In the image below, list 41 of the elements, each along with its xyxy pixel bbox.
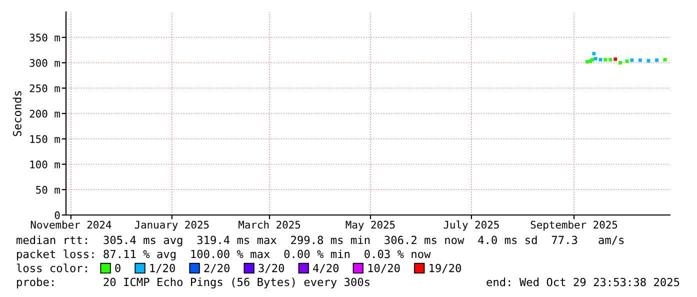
point: [630, 58, 634, 62]
legend-label: 1/20: [150, 264, 175, 274]
y-axis-title: Seconds: [12, 91, 22, 136]
point: [592, 52, 596, 56]
legend-label: 10/20: [368, 264, 400, 274]
text: end: Wed Oct 29 23:53:38 2025: [486, 278, 680, 286]
y-tick-label: 0: [54, 211, 60, 220]
x-tick-label: November 2024: [30, 220, 112, 229]
text: median rtt: 305.4 ms avg 319.4 ms max 299.8 ms min 306.2 ms now 4.0 ms sd 77.3 am/s: [16, 236, 624, 246]
point: [618, 61, 622, 64]
x-tick-label: September 2025: [530, 220, 618, 231]
legend-label: 2/20: [204, 264, 230, 274]
legend-label: 0: [115, 264, 120, 272]
x-tick-label: March 2025: [238, 220, 300, 229]
x-tick-label: July 2025: [444, 220, 499, 231]
y-tick-label: 250 m: [30, 84, 60, 92]
point: [598, 58, 602, 62]
x-tick-label: May 2025: [346, 220, 395, 231]
y-tick-label: 150 m: [30, 135, 60, 144]
point: [608, 58, 612, 62]
point: [663, 58, 667, 62]
y-tick-label: 50 m: [36, 186, 60, 194]
text: packet loss: 87.11 % avg 100.00 % max 0.00 % min 0.03 % now: [17, 250, 431, 260]
point: [586, 60, 589, 64]
point: [604, 58, 608, 62]
point: [594, 56, 598, 60]
point: [655, 58, 658, 62]
y-tick-label: 100 m: [30, 160, 60, 168]
legend-label: 19/20: [430, 264, 461, 274]
x-tick-label: January 2025: [134, 220, 209, 231]
point: [646, 59, 650, 62]
y-tick-label: 350 m: [30, 34, 60, 42]
point: [638, 58, 642, 62]
y-tick-label: 300 m: [30, 59, 60, 67]
legend-label: 4/20: [313, 264, 339, 274]
legend-label: 3/20: [258, 264, 284, 274]
text: probe: 20 ICMP Echo Pings (56 Bytes) every 300s: [17, 278, 370, 288]
y-tick-label: 200 m: [30, 110, 60, 118]
point: [614, 57, 618, 61]
legend-title: loss color:: [16, 264, 87, 272]
point: [625, 60, 629, 63]
